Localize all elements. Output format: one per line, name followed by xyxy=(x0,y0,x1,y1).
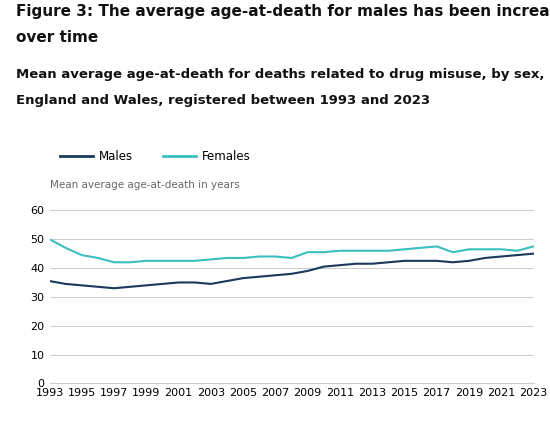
Text: Mean average age-at-death in years: Mean average age-at-death in years xyxy=(50,180,239,190)
Text: over time: over time xyxy=(16,30,99,45)
Text: England and Wales, registered between 1993 and 2023: England and Wales, registered between 19… xyxy=(16,94,431,107)
Legend: Males, Females: Males, Females xyxy=(56,146,255,168)
Text: Mean average age-at-death for deaths related to drug misuse, by sex,: Mean average age-at-death for deaths rel… xyxy=(16,68,545,81)
Text: Figure 3: The average age-at-death for males has been increasing: Figure 3: The average age-at-death for m… xyxy=(16,4,550,19)
